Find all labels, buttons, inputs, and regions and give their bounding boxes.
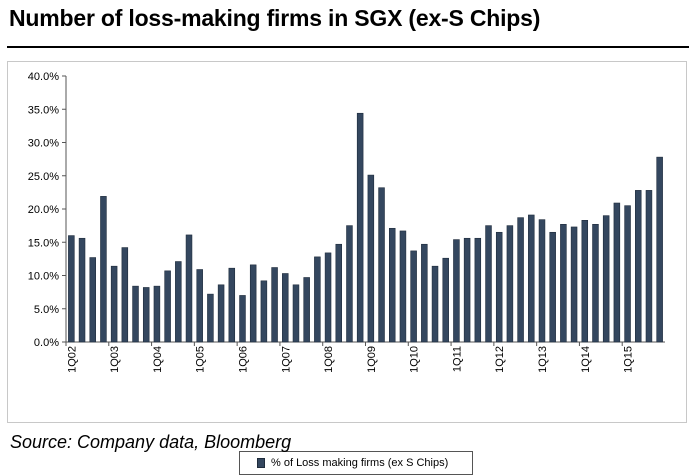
x-tick-label: 1Q10 <box>409 346 421 373</box>
x-tick-label: 1Q15 <box>623 346 635 373</box>
y-tick-label: 25.0% <box>28 171 59 183</box>
bar <box>89 257 96 343</box>
bar <box>506 225 514 343</box>
title-underline <box>7 46 689 48</box>
x-tick-label: 1Q14 <box>580 346 592 373</box>
bar <box>185 234 193 343</box>
legend-swatch <box>257 458 265 468</box>
bar <box>656 156 663 343</box>
bar <box>78 237 86 343</box>
y-tick-label: 15.0% <box>28 237 59 249</box>
bar <box>228 267 236 343</box>
y-tick-label: 35.0% <box>28 104 59 116</box>
bar <box>175 261 182 343</box>
source-note: Source: Company data, Bloomberg <box>10 432 292 452</box>
bar <box>399 230 407 343</box>
y-tick-label: 20.0% <box>28 204 59 216</box>
bar <box>549 231 556 343</box>
bar <box>624 205 631 343</box>
bar <box>100 196 107 343</box>
bar <box>164 270 171 343</box>
bar <box>581 220 589 343</box>
y-tick-label: 0.0% <box>34 337 59 349</box>
bar <box>249 264 257 343</box>
bar <box>613 202 621 343</box>
bar <box>592 223 599 343</box>
y-tick-label: 10.0% <box>28 271 59 283</box>
bar <box>410 250 417 343</box>
bar <box>560 223 567 343</box>
y-tick-label: 40.0% <box>28 71 59 83</box>
x-tick-label: 1Q06 <box>237 346 249 373</box>
x-tick-label: 1Q03 <box>109 346 121 373</box>
bar <box>453 239 460 343</box>
x-tick-label: 1Q09 <box>366 346 378 373</box>
x-tick-label: 1Q12 <box>494 346 506 373</box>
bar <box>110 265 118 343</box>
bar <box>153 285 161 343</box>
chart-title: Number of loss-making firms in SGX (ex-S… <box>9 5 541 31</box>
bar <box>570 226 578 343</box>
bar <box>68 235 75 343</box>
bar <box>645 190 653 343</box>
bar <box>271 267 278 343</box>
bar-chart: 0.0% 5.0% 10.0% 15.0% 20.0% 25.0% 30.0% 35.0% 40… <box>28 71 665 373</box>
bar <box>463 237 471 343</box>
chart-frame: 0.0% 5.0% 10.0% 15.0% 20.0% 25.0% 30.0% 35.0% 40… <box>7 61 687 475</box>
bar <box>207 293 214 343</box>
y-tick-label: 30.0% <box>28 138 59 150</box>
y-tick-label: 5.0% <box>34 304 59 316</box>
bar <box>142 287 150 343</box>
legend: % of Loss making firms (ex S Chips) <box>239 451 473 475</box>
x-tick-label: 1Q13 <box>537 346 549 373</box>
x-tick-label: 1Q05 <box>195 346 207 373</box>
x-tick-label: 1Q11 <box>451 346 463 372</box>
bar <box>346 225 353 343</box>
bar <box>442 257 449 343</box>
bar <box>378 187 385 343</box>
bar <box>495 231 503 343</box>
bar <box>303 277 310 343</box>
bar <box>485 225 492 343</box>
bar <box>474 237 482 343</box>
x-tick-label: 1Q07 <box>280 346 292 373</box>
bar <box>367 174 375 343</box>
bar <box>196 269 203 343</box>
bar <box>324 252 332 343</box>
bar <box>388 227 396 343</box>
bar <box>132 285 139 343</box>
bar <box>517 217 524 343</box>
bar <box>292 284 300 343</box>
bar <box>335 243 343 343</box>
x-tick-label: 1Q04 <box>152 346 164 373</box>
bar <box>356 112 364 343</box>
bar <box>282 273 289 343</box>
bar <box>538 219 546 343</box>
legend-label: % of Loss making firms (ex S Chips) <box>271 457 449 469</box>
bar <box>602 215 610 343</box>
bar <box>528 214 535 343</box>
bar <box>314 256 321 343</box>
bar <box>217 284 225 343</box>
bar <box>635 190 642 343</box>
bar <box>239 295 246 343</box>
x-tick-label: 1Q02 <box>66 346 78 373</box>
bar <box>431 265 439 343</box>
bar <box>421 243 428 343</box>
x-tick-label: 1Q08 <box>323 346 335 373</box>
bar <box>121 247 129 343</box>
bar <box>260 280 268 343</box>
